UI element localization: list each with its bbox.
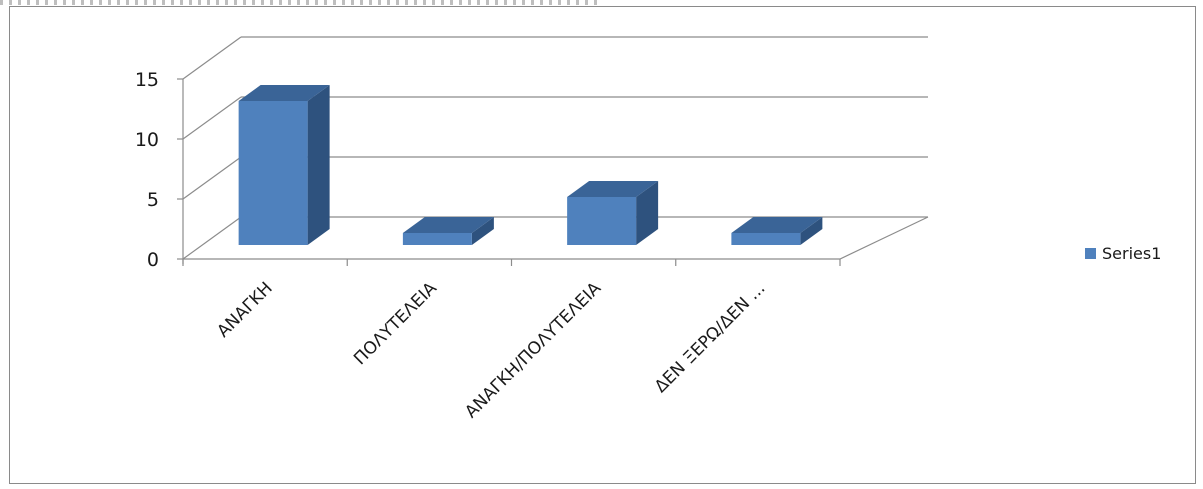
y-tick-label: 5 bbox=[147, 189, 159, 211]
bar-side bbox=[307, 85, 330, 245]
axes bbox=[177, 78, 841, 266]
bar-top bbox=[731, 217, 823, 233]
y-tick-labels: 0 5 10 15 bbox=[135, 69, 159, 271]
legend-label: Series1 bbox=[1102, 244, 1161, 263]
bar-top bbox=[238, 85, 330, 101]
x-tick-label: ΠΟΛΥΤΕΛΕΙΑ bbox=[350, 278, 441, 369]
x-tick-labels: ΑΝΑΓΚΗ ΠΟΛΥΤΕΛΕΙΑ ΑΝΑΓΚΗ/ΠΟΛΥΤΕΛΕΙΑ ΔΕΝ ΞΕΡ… bbox=[213, 278, 769, 422]
chart-area: 0 5 10 15 ΑΝΑΓΚΗ ΠΟΛΥΤΕΛΕΙΑ ΑΝΑΓΚΗ/ΠΟΛΥΤΕΛΕΙΑ… bbox=[9, 6, 1196, 484]
side-wall-gridline bbox=[182, 156, 242, 200]
bar-2 bbox=[567, 181, 659, 245]
bar-front bbox=[402, 233, 472, 245]
x-tick-label: ΑΝΑΓΚΗ bbox=[213, 278, 276, 341]
top-crop-strip bbox=[0, 0, 600, 5]
legend: Series1 bbox=[1085, 244, 1161, 263]
bar-side bbox=[636, 181, 659, 245]
bar-3 bbox=[731, 217, 823, 245]
side-wall-gridline bbox=[182, 36, 242, 80]
legend-swatch bbox=[1085, 248, 1096, 259]
chart-svg: 0 5 10 15 ΑΝΑΓΚΗ ΠΟΛΥΤΕΛΕΙΑ ΑΝΑΓΚΗ/ΠΟΛΥΤΕΛΕΙΑ… bbox=[135, 36, 1161, 422]
x-tick-label: ΔΕΝ ΞΕΡΩ/ΔΕΝ ... bbox=[651, 278, 770, 397]
y-tick-label: 0 bbox=[147, 249, 159, 271]
x-tick-label: ΑΝΑΓΚΗ/ΠΟΛΥΤΕΛΕΙΑ bbox=[461, 278, 605, 422]
bar-front bbox=[567, 197, 637, 245]
y-tick-label: 15 bbox=[135, 69, 159, 91]
side-wall-gridline bbox=[182, 96, 242, 140]
bar-side bbox=[800, 217, 823, 245]
bar-1 bbox=[402, 217, 494, 245]
bars bbox=[238, 85, 823, 245]
bar-side bbox=[471, 217, 494, 245]
bar-front bbox=[238, 101, 308, 245]
y-tick-label: 10 bbox=[135, 129, 159, 151]
bar-front bbox=[731, 233, 801, 245]
side-wall-gridline bbox=[182, 216, 242, 260]
bar-top bbox=[402, 217, 494, 233]
bar-0 bbox=[238, 85, 330, 245]
bar-top bbox=[567, 181, 659, 197]
